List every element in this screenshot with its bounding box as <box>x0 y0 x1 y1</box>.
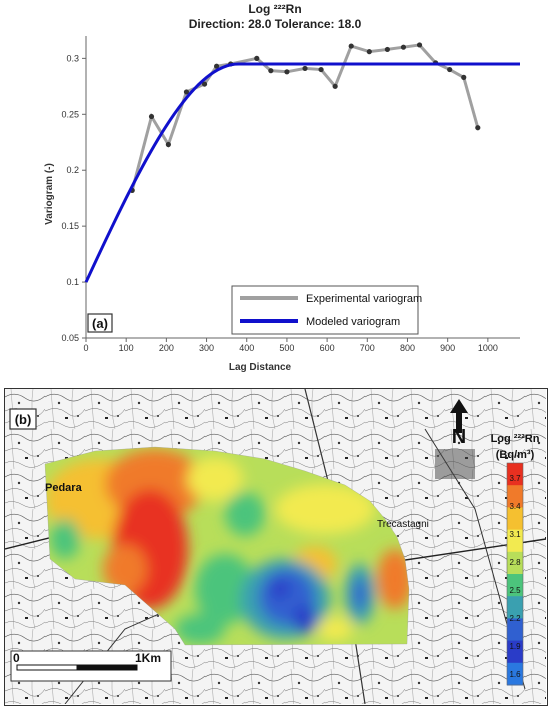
x-tick-label: 300 <box>199 343 214 353</box>
colorbar-swatch <box>507 529 523 553</box>
x-tick-label: 0 <box>83 343 88 353</box>
y-tick-label: 0.15 <box>61 221 79 231</box>
experimental-variogram-point <box>284 69 290 75</box>
chart-series <box>84 42 520 283</box>
colorbar-swatch <box>507 485 523 508</box>
colorbar-unit: (Bq/m³) <box>496 449 535 461</box>
experimental-variogram-point <box>302 65 308 72</box>
colorbar-tick-label: 3.1 <box>509 530 521 539</box>
radon-map-panel: (b) Pedara Trecastagni N Log ²²²Rn (Bq/m… <box>4 388 548 706</box>
north-arrow-icon: N <box>450 399 468 448</box>
experimental-variogram-point <box>201 81 208 87</box>
experimental-variogram-point <box>318 66 324 73</box>
experimental-variogram-point <box>214 63 220 69</box>
radon-map: (b) Pedara Trecastagni N Log ²²²Rn (Bq/m… <box>5 389 546 704</box>
experimental-variogram-point <box>366 49 372 55</box>
colorbar-swatch <box>507 640 523 664</box>
scale-bar: 0 1Km <box>10 650 172 682</box>
chart-axes: 0 100 200 300 400 500 600 700 800 900 1000 0.05 0.1 0… <box>61 36 520 353</box>
x-tick-label: 600 <box>320 343 335 353</box>
scale-start-label: 0 <box>13 651 20 665</box>
x-tick-label: 900 <box>440 343 455 353</box>
colorbar-swatch <box>507 596 523 619</box>
colorbar-tick-label: 3.7 <box>509 474 521 483</box>
colorbar-tick-label: 2.2 <box>509 614 521 623</box>
experimental-variogram-point <box>461 74 467 80</box>
colorbar-tick-label: 2.5 <box>509 586 521 595</box>
x-tick-label: 700 <box>360 343 375 353</box>
chart-title: Log ²²²Rn <box>248 2 302 16</box>
experimental-variogram-point <box>384 46 390 53</box>
colorbar-frame <box>506 462 524 686</box>
y-tick-label: 0.25 <box>61 109 79 119</box>
experimental-variogram-point <box>183 89 190 95</box>
colorbar-tick-label: 1.6 <box>509 670 521 679</box>
experimental-variogram-point <box>148 113 155 120</box>
chart-subtitle: Direction: 28.0 Tolerance: 18.0 <box>188 17 362 31</box>
experimental-variogram-point <box>447 66 453 73</box>
y-tick-label: 0.2 <box>66 165 79 175</box>
y-tick-label: 0.1 <box>66 277 79 287</box>
experimental-variogram-point <box>332 83 338 89</box>
experimental-variogram-point <box>268 68 274 74</box>
y-tick-label: 0.3 <box>66 53 79 63</box>
colorbar-swatch <box>507 574 523 597</box>
colorbar-swatch <box>507 551 523 575</box>
scale-end-label: 1Km <box>135 651 161 665</box>
colorbar-tick-label: 3.4 <box>509 502 521 511</box>
colorbar-tick-label: 1.9 <box>509 642 521 651</box>
colorbar-swatch <box>507 507 523 531</box>
panel-b-label-group: (b) <box>9 408 37 430</box>
colorbar-swatch <box>507 662 523 686</box>
panel-a-label-group: (a) <box>87 313 113 333</box>
y-tick-label: 0.05 <box>61 333 79 343</box>
place-label-trecastagni: Trecastagni <box>377 519 429 530</box>
panel-a-label: (a) <box>92 316 108 331</box>
experimental-variogram-point <box>165 141 171 148</box>
panel-a-label-box <box>87 313 113 333</box>
chart-legend: Experimental variogram Modeled variogram <box>231 285 422 335</box>
experimental-variogram-point <box>475 125 481 131</box>
colorbar-swatch <box>507 618 523 642</box>
x-tick-label: 1000 <box>478 343 498 353</box>
colorbar-legend: Log ²²²Rn (Bq/m³) 3.7 3.4 3.1 2.8 2.5 2.2 1.9 1… <box>491 433 540 686</box>
x-tick-label: 400 <box>239 343 254 353</box>
panel-b-label: (b) <box>15 412 32 427</box>
x-tick-label: 500 <box>279 343 294 353</box>
experimental-variogram-point <box>254 55 260 61</box>
y-axis-label: Variogram (-) <box>44 163 55 225</box>
colorbar-swatch <box>507 463 523 486</box>
x-tick-label: 100 <box>119 343 134 353</box>
place-label-pedara: Pedara <box>45 482 83 494</box>
x-tick-label: 200 <box>159 343 174 353</box>
legend-box <box>231 285 419 335</box>
x-tick-label: 800 <box>400 343 415 353</box>
legend-label-experimental: Experimental variogram <box>306 293 422 305</box>
variogram-chart: 0 100 200 300 400 500 600 700 800 900 1000 0.05 0.1 0… <box>44 36 520 373</box>
colorbar-title: Log ²²²Rn <box>491 433 540 445</box>
experimental-variogram-point <box>400 44 407 50</box>
legend-label-modeled: Modeled variogram <box>306 316 400 328</box>
colorbar-tick-label: 2.8 <box>509 558 521 567</box>
experimental-variogram-point <box>416 42 423 48</box>
modeled-variogram-line <box>84 62 520 283</box>
experimental-variogram-point <box>348 43 354 49</box>
x-axis-label: Lag Distance <box>229 362 292 373</box>
north-label: N <box>452 426 466 448</box>
